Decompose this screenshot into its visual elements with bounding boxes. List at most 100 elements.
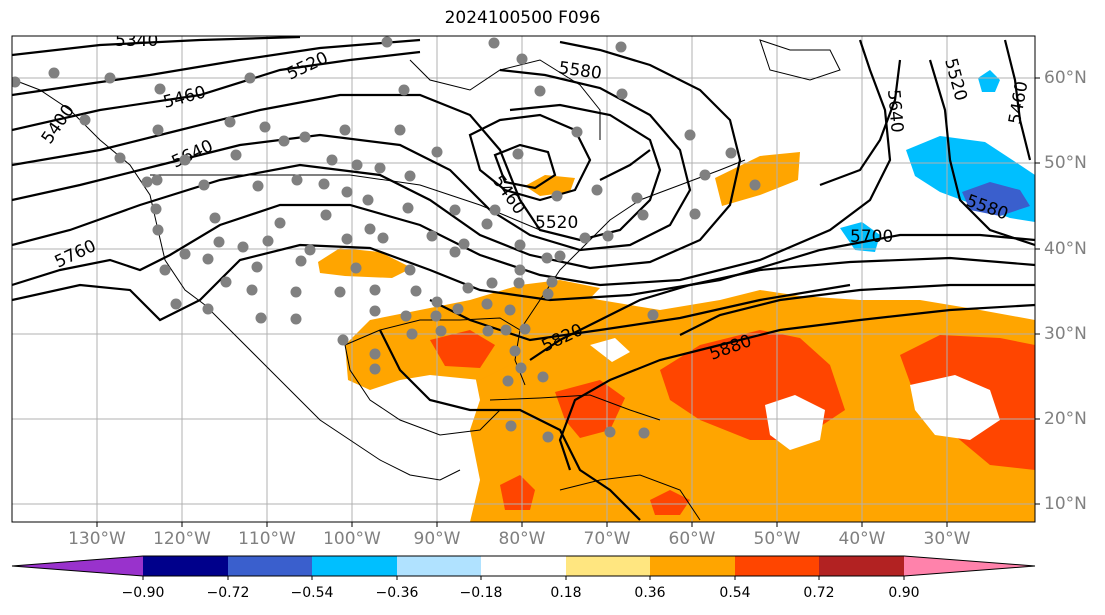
station-marker — [369, 363, 381, 375]
station-marker — [320, 209, 332, 221]
station-marker — [515, 362, 527, 374]
station-marker — [318, 178, 330, 190]
station-marker — [554, 250, 566, 262]
station-marker — [304, 244, 316, 256]
station-marker — [364, 223, 376, 235]
white-hole-2 — [910, 375, 1000, 440]
blue-region-small — [840, 222, 880, 252]
station-marker — [488, 37, 500, 49]
station-marker — [252, 180, 264, 192]
station-marker — [509, 345, 521, 357]
station-marker — [291, 174, 303, 186]
map-title: 2024100500 F096 — [444, 8, 601, 28]
station-marker — [689, 208, 701, 220]
station-marker — [551, 190, 563, 202]
contour-label: 5700 — [850, 227, 893, 247]
colorbar-bin — [735, 556, 819, 576]
station-marker — [749, 179, 761, 191]
station-marker — [410, 285, 422, 297]
station-marker — [502, 375, 514, 387]
station-marker — [481, 298, 493, 310]
station-marker — [202, 253, 214, 265]
station-marker — [452, 303, 464, 315]
station-marker — [431, 296, 443, 308]
station-marker — [489, 204, 501, 216]
station-marker — [369, 348, 381, 360]
station-marker — [684, 129, 696, 141]
colorbar-bin — [650, 556, 735, 576]
longitude-label: 110°W — [238, 529, 296, 549]
station-marker — [579, 232, 591, 244]
station-marker — [404, 170, 416, 182]
station-marker — [449, 246, 461, 258]
station-marker — [351, 159, 363, 171]
station-marker — [244, 72, 256, 84]
station-marker — [631, 192, 643, 204]
hudson-bay-coast — [409, 59, 601, 140]
station-marker — [381, 36, 393, 48]
station-marker — [426, 230, 438, 242]
colorbar-tick-label: 0.72 — [803, 585, 835, 601]
station-marker — [259, 121, 271, 133]
white-hole-1 — [765, 395, 825, 450]
station-marker — [486, 277, 498, 289]
station-marker — [290, 286, 302, 298]
station-marker — [362, 194, 374, 206]
station-marker — [542, 288, 554, 300]
station-marker — [152, 224, 164, 236]
colorbar-bin — [481, 556, 566, 576]
station-marker — [262, 235, 274, 247]
station-marker — [198, 179, 210, 191]
station-marker — [537, 371, 549, 383]
latitude-label: 40°N — [1044, 239, 1087, 259]
station-marker — [209, 212, 221, 224]
station-marker — [400, 310, 412, 322]
blue-region-iceland — [978, 70, 1000, 92]
station-marker — [224, 116, 236, 128]
station-marker — [647, 309, 659, 321]
station-marker — [141, 176, 153, 188]
station-marker — [326, 154, 338, 166]
station-marker — [406, 328, 418, 340]
station-marker — [152, 124, 164, 136]
station-marker — [274, 217, 286, 229]
station-marker — [350, 262, 362, 274]
station-marker — [638, 427, 650, 439]
longitude-label: 60°W — [668, 529, 716, 549]
station-marker — [339, 124, 351, 136]
station-marker — [458, 238, 470, 250]
station-marker — [402, 202, 414, 214]
station-marker — [341, 233, 353, 245]
colorbar-tick-label: −0.18 — [459, 585, 503, 601]
orange-region-newfoundland — [715, 152, 800, 206]
station-marker — [435, 325, 447, 337]
station-marker — [334, 286, 346, 298]
latitude-label: 60°N — [1044, 68, 1087, 88]
station-marker — [154, 83, 166, 95]
station-marker — [431, 146, 443, 158]
station-marker — [337, 334, 349, 346]
colorbar-bin — [143, 556, 228, 576]
station-marker — [725, 147, 737, 159]
station-marker — [404, 264, 416, 276]
longitude-label: 70°W — [583, 529, 631, 549]
station-marker — [290, 313, 302, 325]
station-marker — [505, 420, 517, 432]
station-marker — [534, 85, 546, 97]
colorbar-low-extension — [12, 556, 143, 576]
height-contours — [12, 36, 1035, 521]
station-marker — [255, 312, 267, 324]
station-marker — [516, 53, 528, 65]
latitude-label: 30°N — [1044, 324, 1087, 344]
station-marker — [481, 218, 493, 230]
station-marker — [179, 248, 191, 260]
station-marker — [159, 264, 171, 276]
station-marker — [519, 323, 531, 335]
station-marker — [230, 149, 242, 161]
station-marker — [170, 298, 182, 310]
station-marker — [246, 284, 258, 296]
latitude-label: 50°N — [1044, 153, 1087, 173]
station-marker — [512, 148, 524, 160]
longitude-label: 90°W — [413, 529, 461, 549]
station-marker — [151, 174, 163, 186]
